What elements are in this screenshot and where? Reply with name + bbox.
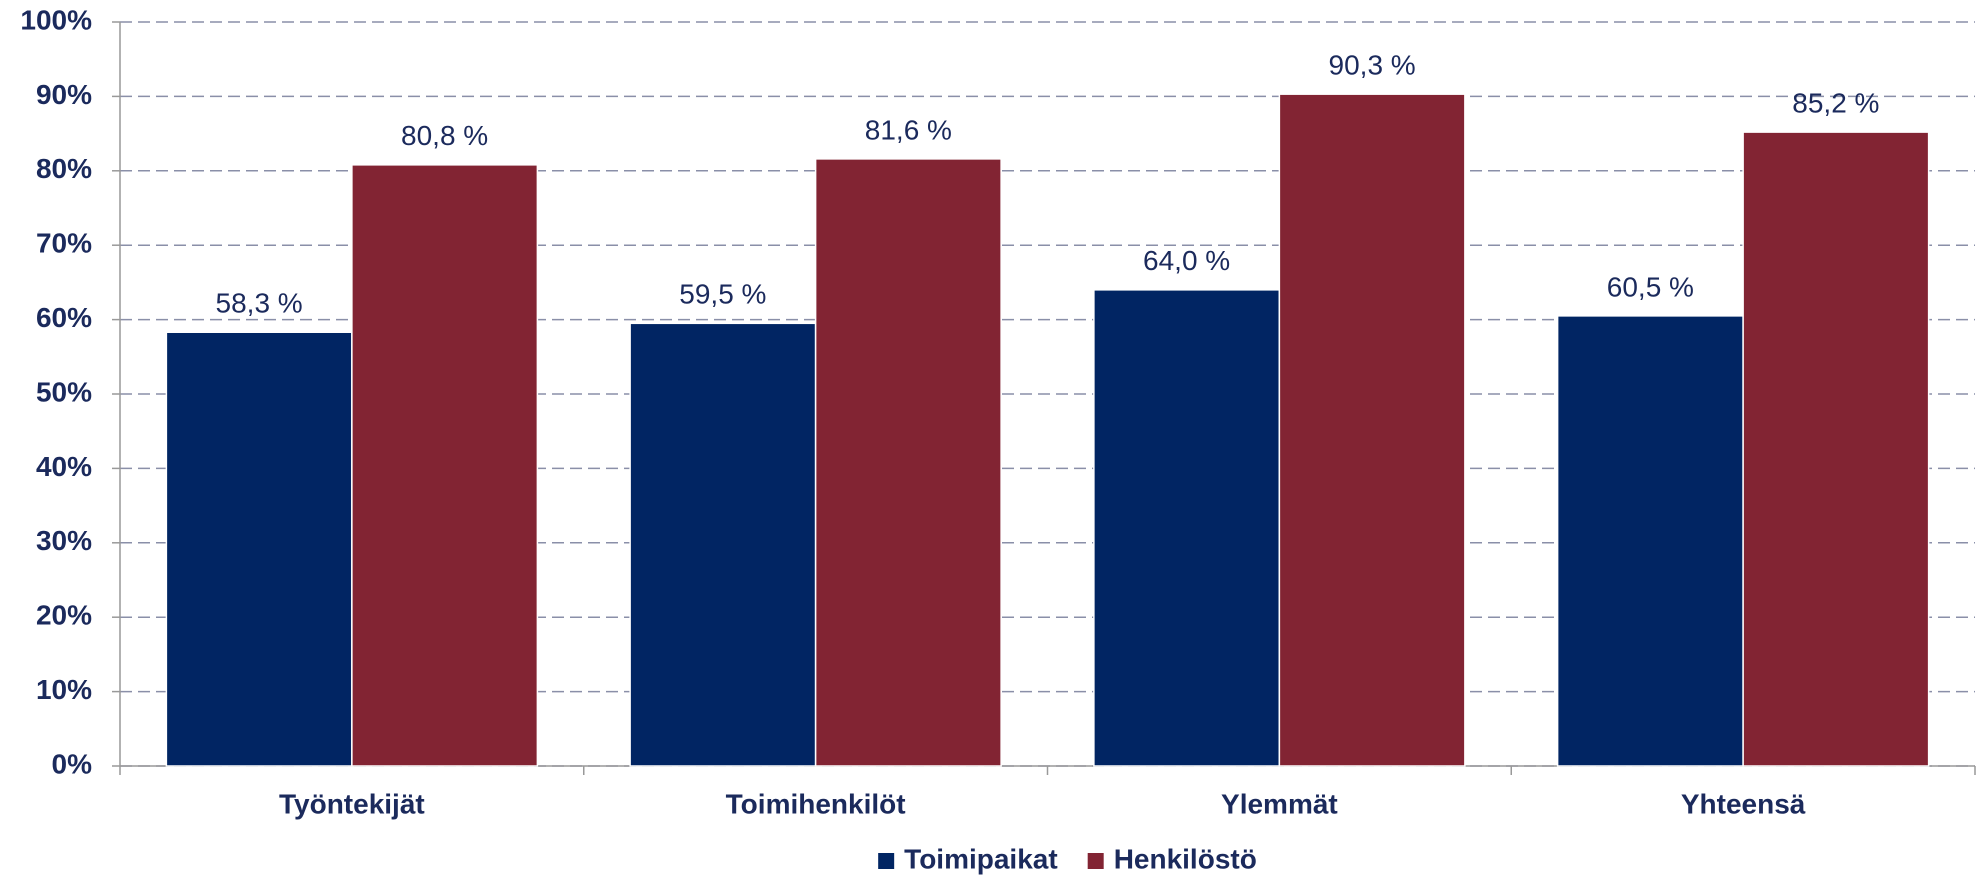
bar bbox=[814, 158, 1002, 767]
value-label: 85,2 % bbox=[1792, 88, 1879, 119]
value-label: 90,3 % bbox=[1329, 50, 1416, 81]
y-tick-label: 0% bbox=[52, 748, 93, 779]
bar bbox=[165, 331, 353, 767]
x-tick-label: Työntekijät bbox=[279, 788, 425, 819]
bar bbox=[1093, 289, 1281, 767]
y-tick-label: 60% bbox=[36, 302, 92, 333]
value-label: 60,5 % bbox=[1607, 271, 1694, 302]
x-tick-label: Toimihenkilöt bbox=[726, 788, 906, 819]
y-tick-label: 90% bbox=[36, 79, 92, 110]
y-tick-label: 80% bbox=[36, 153, 92, 184]
legend-label: Henkilöstö bbox=[1114, 843, 1257, 874]
y-tick-label: 10% bbox=[36, 674, 92, 705]
value-label: 81,6 % bbox=[865, 114, 952, 145]
bar bbox=[1278, 93, 1466, 767]
bar bbox=[1556, 315, 1744, 767]
value-label: 58,3 % bbox=[216, 288, 303, 319]
legend-swatch bbox=[1087, 853, 1104, 869]
y-tick-label: 70% bbox=[36, 228, 92, 259]
value-label: 80,8 % bbox=[401, 120, 488, 151]
bar bbox=[629, 322, 817, 767]
bar bbox=[1742, 131, 1930, 767]
y-tick-label: 20% bbox=[36, 600, 92, 631]
y-tick-label: 30% bbox=[36, 525, 92, 556]
legend-swatch bbox=[878, 853, 895, 869]
y-tick-label: 40% bbox=[36, 451, 92, 482]
x-tick-label: Ylemmät bbox=[1221, 788, 1338, 819]
value-label: 64,0 % bbox=[1143, 245, 1230, 276]
legend-label: Toimipaikat bbox=[904, 843, 1058, 874]
x-tick-label: Yhteensä bbox=[1681, 788, 1806, 819]
y-tick-label: 50% bbox=[36, 376, 92, 407]
y-tick-label: 100% bbox=[20, 4, 92, 35]
value-label: 59,5 % bbox=[679, 279, 766, 310]
bar bbox=[351, 164, 539, 767]
